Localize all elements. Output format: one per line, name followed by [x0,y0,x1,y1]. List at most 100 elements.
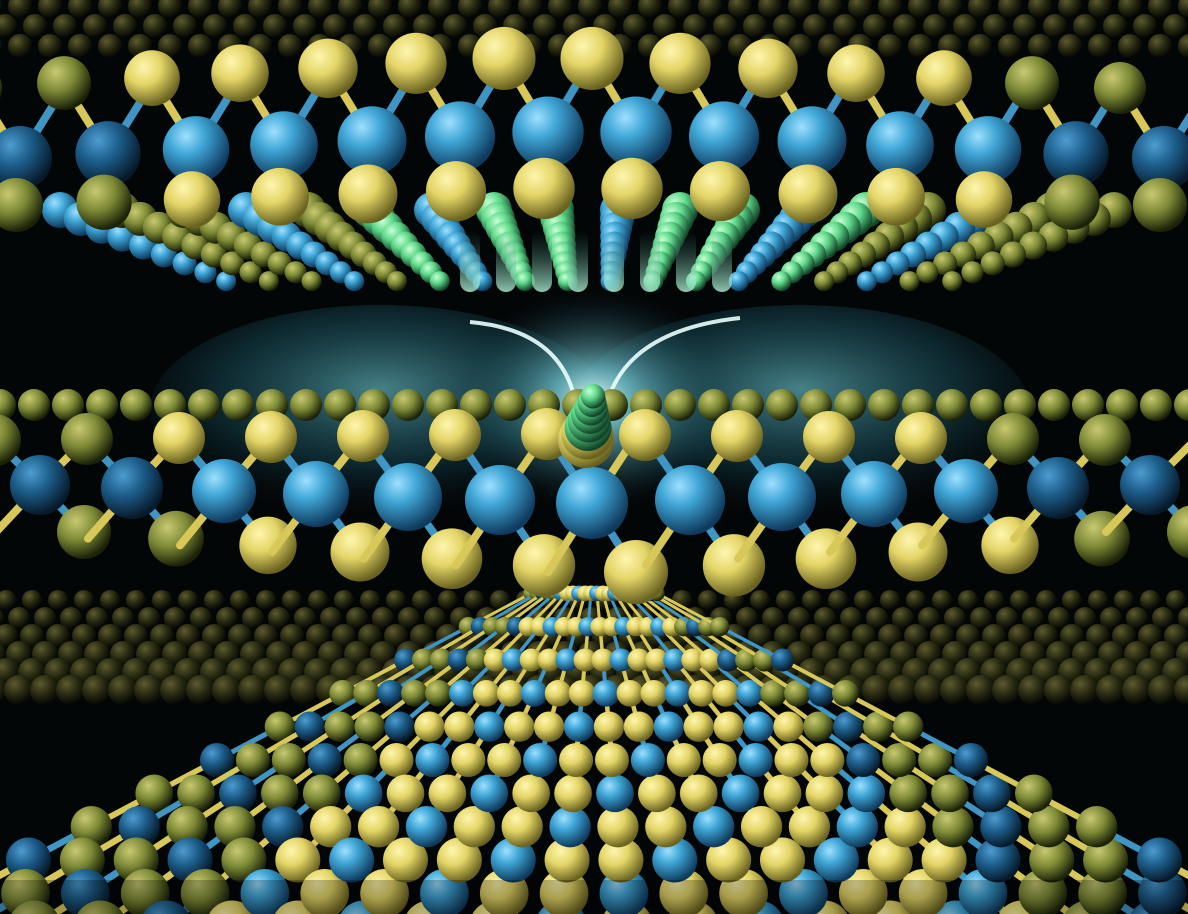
metal-atom [954,116,1022,183]
metal-atom [1027,457,1089,519]
chalcogen-atom [135,774,174,813]
chalcogen-atom-bottom [57,505,111,559]
shadow-atom [186,675,216,705]
streak-tip [496,230,516,292]
chalcogen-atom-back [52,389,84,421]
top-back-atom [893,14,917,38]
top-back-atom [1058,0,1082,18]
chalcogen-atom-back [766,389,798,421]
shadow-atom [1062,590,1082,610]
bottom-vignette [0,880,1188,914]
streak-tip [712,230,732,292]
shadow-atom [74,590,94,610]
top-column-atom [899,271,920,292]
bottom-lattice-layer [0,585,1188,914]
top-back-atom [698,0,722,18]
chalcogen-atom [640,680,668,707]
shadow-atom [160,675,190,705]
chalcogen-atom [598,837,644,883]
chalcogen-atom [760,680,787,707]
chalcogen-atom [706,837,752,883]
top-back-atom [623,14,647,38]
metal-atom [337,106,407,176]
metal-atom [980,806,1022,848]
chalcogen-atom-top [385,32,447,94]
shadow-atom [1034,624,1058,648]
top-back-atom [1148,34,1172,58]
chalcogen-atom-back [188,389,220,421]
top-back-atom [173,14,197,38]
chalcogen-atom-back [86,389,118,421]
shadow-atom [1122,675,1152,705]
chalcogen-atom [832,680,859,707]
metal-atom [975,837,1021,883]
chalcogen-atom-top [803,411,855,463]
metal-atom [384,711,415,742]
shadow-atom [22,590,42,610]
streak-tip [532,230,552,292]
shadow-atom [878,624,902,648]
chalcogen-atom [1076,806,1118,848]
shadow-atom [34,607,56,629]
top-back-atom [488,0,512,18]
shadow-atom [840,607,862,629]
top-column-atom [386,271,407,292]
shadow-atom [264,675,294,705]
chalcogen-atom-top [560,26,624,90]
chalcogen-atom [444,711,475,742]
shadow-atom [152,590,172,610]
chalcogen-atom [357,806,400,848]
top-back-atom [68,34,92,58]
chalcogen-atom-top [0,78,2,98]
chalcogen-atom [666,743,701,777]
chalcogen-atom-bottom [1044,174,1100,230]
shadow-atom [1070,675,1100,705]
metal-atom [1132,126,1188,190]
metal-atom [736,680,763,707]
chalcogen-atom [177,774,215,813]
chalcogen-atom-back [392,389,424,421]
top-back-atom [398,0,422,18]
chalcogen-atom [504,711,535,742]
chalcogen-atom [760,837,805,883]
chalcogen-atom [401,680,428,707]
shadow-atom [138,607,160,629]
shadow-atom [48,590,68,610]
shadow-atom [308,590,328,610]
top-back-atom [368,34,392,58]
metal-atom [596,774,634,813]
shadow-atom [930,624,954,648]
metal-atom [200,743,234,777]
shadow-atom [410,624,434,648]
chalcogen-atom-back [936,389,968,421]
shadow-atom [1096,675,1126,705]
chalcogen-atom [884,806,926,848]
shadow-atom [464,590,484,610]
metal-atom [447,648,471,672]
top-back-atom [1058,34,1082,58]
top-back-atom [1028,34,1052,58]
chalcogen-atom-back [324,389,356,421]
top-back-atom [233,14,257,38]
chalcogen-atom [414,711,445,742]
chalcogen-atom-top [429,409,481,461]
top-back-atom [98,0,122,18]
chalcogen-atom-top [895,412,947,464]
shadow-atom [982,624,1006,648]
chalcogen-atom [11,900,58,914]
shadow-atom [230,590,250,610]
chalcogen-atom-back [290,389,322,421]
metal-atom [307,743,342,777]
top-back-atom [743,14,767,38]
metal-atom [101,457,163,519]
top-column-atom [961,261,984,284]
top-back-atom [443,14,467,38]
chalcogen-atom [214,806,256,848]
metal-atom [664,680,692,707]
top-back-atom [728,0,752,18]
top-back-atom [968,34,992,58]
top-column-atom [999,241,1026,268]
metal-atom [813,837,859,883]
